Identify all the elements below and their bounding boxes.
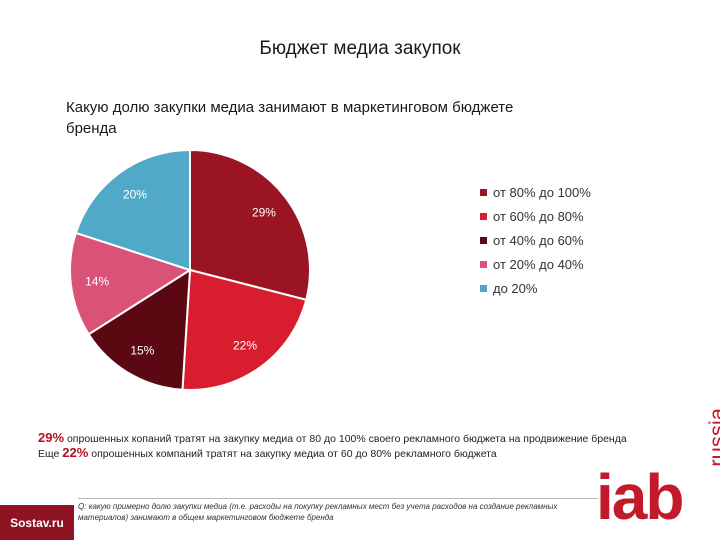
page-title: Бюджет медиа закупок <box>259 38 461 59</box>
legend-swatch <box>480 212 487 220</box>
chart-legend: от 80% до 100% от 60% до 80% от 40% до 6… <box>480 180 591 300</box>
legend-label: до 20% <box>493 280 538 296</box>
summary-pct-1: 29% <box>38 430 65 445</box>
legend-item-60-80: от 60% до 80% <box>480 204 591 228</box>
chart-question: Какую долю закупки медиа занимают в марк… <box>66 99 514 137</box>
summary-line-2: Еще 22% опрошенных компаний тратят на за… <box>38 446 688 461</box>
iab-logo-text: iab <box>596 461 684 533</box>
summary-prefix-2: Еще <box>38 448 60 460</box>
sostav-logo: Sostav.ru <box>0 505 74 540</box>
pie-data-label: 22% <box>233 339 257 353</box>
survey-question-footnote: Q: какую примерно долю закупки медиа (т.… <box>78 498 598 523</box>
iab-russia-logo: iab russia <box>590 408 720 540</box>
legend-item-0-20: до 20% <box>480 276 591 300</box>
legend-item-80-100: от 80% до 100% <box>480 180 591 204</box>
legend-swatch <box>480 284 487 292</box>
pie-slice-0-20 <box>74 148 191 272</box>
legend-swatch <box>480 260 487 268</box>
pie-data-label: 20% <box>123 187 147 201</box>
legend-swatch <box>480 236 487 244</box>
legend-item-20-40: от 20% до 40% <box>480 252 591 276</box>
pie-slice-40-60 <box>87 268 192 391</box>
summary-text-1: опрошенных копаний тратят на закупку мед… <box>66 433 627 445</box>
pie-slice-60-80 <box>181 268 308 391</box>
legend-label: от 20% до 40% <box>493 256 584 272</box>
summary-text: 29% опрошенных копаний тратят на закупку… <box>38 431 688 461</box>
pie-data-label: 14% <box>85 275 109 289</box>
legend-label: от 40% до 60% <box>493 232 584 248</box>
legend-label: от 80% до 100% <box>493 184 591 200</box>
legend-item-40-60: от 40% до 60% <box>480 228 591 252</box>
summary-pct-2: 22% <box>62 445 89 460</box>
legend-swatch <box>480 188 487 196</box>
pie-data-label: 15% <box>130 344 154 358</box>
summary-text-2: опрошенных компаний тратят на закупку ме… <box>91 448 497 460</box>
russia-logo-text: russia <box>704 408 720 467</box>
legend-label: от 60% до 80% <box>493 208 584 224</box>
pie-data-label: 29% <box>252 206 276 220</box>
pie-slice-20-40 <box>69 231 193 336</box>
summary-line-1: 29% опрошенных копаний тратят на закупку… <box>38 431 688 446</box>
pie-slice-80-100 <box>189 148 311 302</box>
